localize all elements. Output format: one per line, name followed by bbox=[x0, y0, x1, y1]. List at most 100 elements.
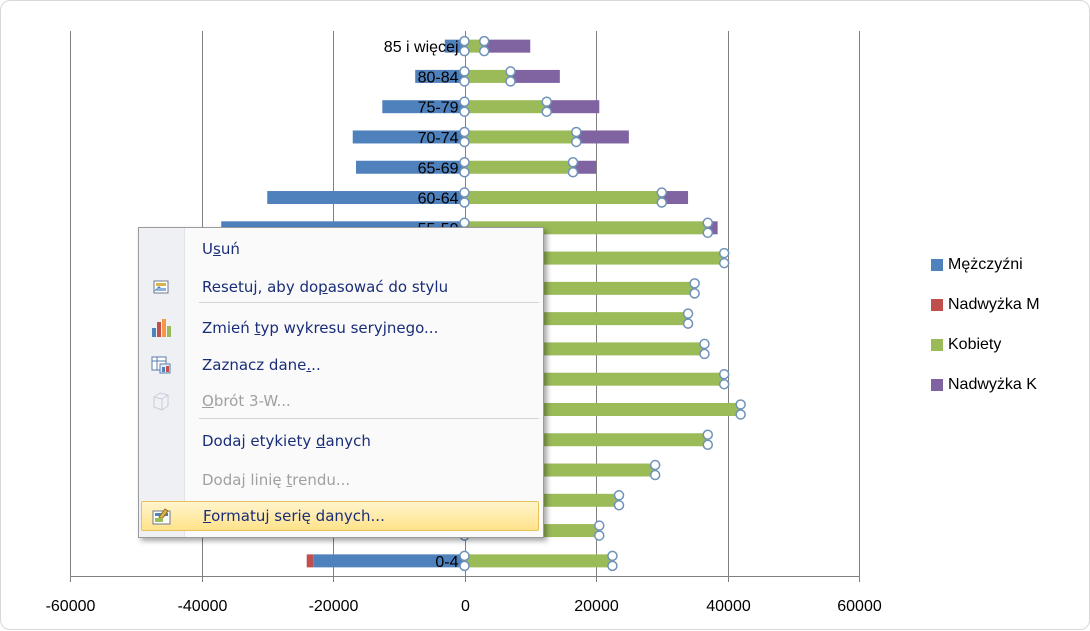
selection-handle bbox=[702, 227, 714, 239]
menu-item-label: Dodaj linię trendu... bbox=[202, 471, 351, 489]
x-tick-label: 60000 bbox=[837, 598, 882, 615]
legend-swatch bbox=[931, 299, 943, 311]
legend-item[interactable]: Mężczyźni bbox=[931, 245, 1040, 285]
selection-handle bbox=[699, 338, 710, 350]
selection-handle bbox=[459, 66, 470, 77]
bar-kobiety bbox=[464, 191, 662, 205]
menu-item-usun[interactable]: Usuń bbox=[141, 234, 539, 264]
legend[interactable]: Mężczyźni Nadwyżka M Kobiety Nadwyżka K bbox=[931, 245, 1040, 405]
format-series-icon bbox=[142, 506, 182, 526]
bar-nadwy-ka-k bbox=[576, 130, 629, 144]
selection-handle bbox=[541, 96, 552, 107]
reset-style-icon bbox=[141, 277, 181, 297]
bar-kobiety bbox=[464, 130, 577, 144]
selection-handle bbox=[718, 247, 730, 259]
legend-swatch bbox=[931, 259, 943, 271]
menu-item-label: Dodaj etykiety danych bbox=[202, 432, 371, 450]
selection-handle bbox=[613, 500, 625, 511]
menu-item-label: Resetuj, aby dopasować do stylu bbox=[202, 278, 449, 296]
selection-handle bbox=[718, 378, 730, 390]
legend-label: Mężczyźni bbox=[948, 256, 1023, 273]
x-tick-label: -60000 bbox=[46, 598, 96, 615]
bar-m-czy-ni bbox=[267, 191, 465, 205]
selection-handle bbox=[459, 136, 470, 148]
legend-label: Kobiety bbox=[948, 336, 1002, 353]
selection-handle bbox=[607, 560, 618, 572]
selection-handle bbox=[718, 257, 730, 269]
selection-handle bbox=[735, 409, 746, 420]
context-menu: Usuń Resetuj, aby dopasować do stylu Zmień… bbox=[138, 227, 544, 538]
selection-handle bbox=[459, 96, 470, 107]
selection-handle bbox=[459, 35, 470, 47]
x-tick-label: -20000 bbox=[309, 598, 359, 615]
menu-item-label: Usuń bbox=[202, 240, 240, 258]
bar-m-czy-ni bbox=[382, 100, 465, 114]
selection-handle bbox=[649, 469, 661, 481]
bar-kobiety bbox=[464, 160, 573, 174]
category-label: 60-64 bbox=[418, 191, 459, 208]
selection-handle bbox=[459, 187, 470, 198]
bar-kobiety bbox=[464, 69, 511, 83]
menu-separator bbox=[199, 418, 539, 419]
chart-type-icon bbox=[141, 318, 181, 338]
menu-item-zmien-typ-wykresu-seryjnego[interactable]: Zmień typ wykresu seryjnego... bbox=[141, 313, 539, 343]
menu-item-obrot-3-w: Obrót 3-W... bbox=[141, 386, 539, 416]
category-label: 0-4 bbox=[435, 554, 458, 571]
category-label: 75-79 bbox=[418, 100, 459, 117]
selection-handle bbox=[594, 530, 605, 541]
category-label: 70-74 bbox=[418, 130, 459, 147]
selection-handle bbox=[682, 308, 694, 319]
bar-nadwy-ka-k bbox=[661, 191, 689, 205]
x-tick-label: 20000 bbox=[574, 598, 619, 615]
category-label: 85 i więcej bbox=[384, 39, 459, 56]
legend-item[interactable]: Nadwyżka M bbox=[931, 285, 1040, 325]
selection-handle bbox=[459, 126, 470, 138]
menu-item-label: Zaznacz dane... bbox=[202, 356, 321, 374]
selection-handle bbox=[594, 520, 605, 531]
bar-nadwy-ka-k bbox=[572, 160, 596, 174]
legend-label: Nadwyżka M bbox=[948, 296, 1040, 313]
x-tick-label: 40000 bbox=[706, 598, 751, 615]
bar-kobiety bbox=[464, 554, 613, 568]
selection-handle bbox=[682, 318, 694, 329]
menu-item-dodaj-linie-trendu: Dodaj linię trendu... bbox=[141, 465, 539, 495]
menu-item-resetuj-aby-dopasowac-do-stylu[interactable]: Resetuj, aby dopasować do stylu bbox=[141, 272, 539, 302]
x-tick-label: -40000 bbox=[178, 598, 228, 615]
select-data-icon bbox=[141, 355, 181, 375]
category-label: 80-84 bbox=[418, 69, 459, 86]
selection-handle bbox=[459, 167, 470, 178]
bar-m-czy-ni bbox=[356, 160, 465, 174]
bar-kobiety bbox=[464, 100, 547, 114]
menu-item-formatuj-serie-danych[interactable]: Formatuj serię danych... bbox=[141, 501, 539, 531]
legend-swatch bbox=[931, 379, 943, 391]
bar-nadwy-ka-m bbox=[306, 554, 314, 568]
bar-m-czy-ni bbox=[313, 554, 465, 568]
selection-handle bbox=[735, 399, 746, 410]
bar-nadwy-ka-k bbox=[546, 100, 600, 114]
menu-icon-gutter bbox=[139, 228, 185, 537]
legend-swatch bbox=[931, 339, 943, 351]
selection-handle bbox=[478, 35, 490, 47]
bar-nadwy-ka-k bbox=[484, 39, 531, 53]
selection-handle bbox=[607, 550, 618, 562]
bar-nadwy-ka-k bbox=[510, 69, 560, 83]
selection-handle bbox=[718, 368, 730, 380]
menu-separator bbox=[199, 302, 539, 303]
selection-handle bbox=[459, 217, 470, 229]
menu-item-zaznacz-dane[interactable]: Zaznacz dane... bbox=[141, 350, 539, 380]
selection-handle bbox=[656, 197, 667, 208]
legend-item[interactable]: Kobiety bbox=[931, 325, 1040, 365]
selection-handle bbox=[702, 439, 714, 450]
menu-item-label: Formatuj serię danych... bbox=[203, 507, 385, 525]
selection-handle bbox=[702, 217, 714, 229]
selection-handle bbox=[505, 66, 516, 77]
legend-item[interactable]: Nadwyżka K bbox=[931, 365, 1040, 405]
selection-handle bbox=[478, 45, 490, 57]
rotation-3d-icon bbox=[141, 391, 181, 411]
menu-item-dodaj-etykiety-danych[interactable]: Dodaj etykiety danych bbox=[141, 426, 539, 456]
x-tick-label: 0 bbox=[461, 598, 470, 615]
bar-m-czy-ni bbox=[352, 130, 465, 144]
category-label: 65-69 bbox=[418, 160, 459, 177]
selection-handle bbox=[567, 167, 579, 178]
selection-handle bbox=[689, 288, 700, 299]
